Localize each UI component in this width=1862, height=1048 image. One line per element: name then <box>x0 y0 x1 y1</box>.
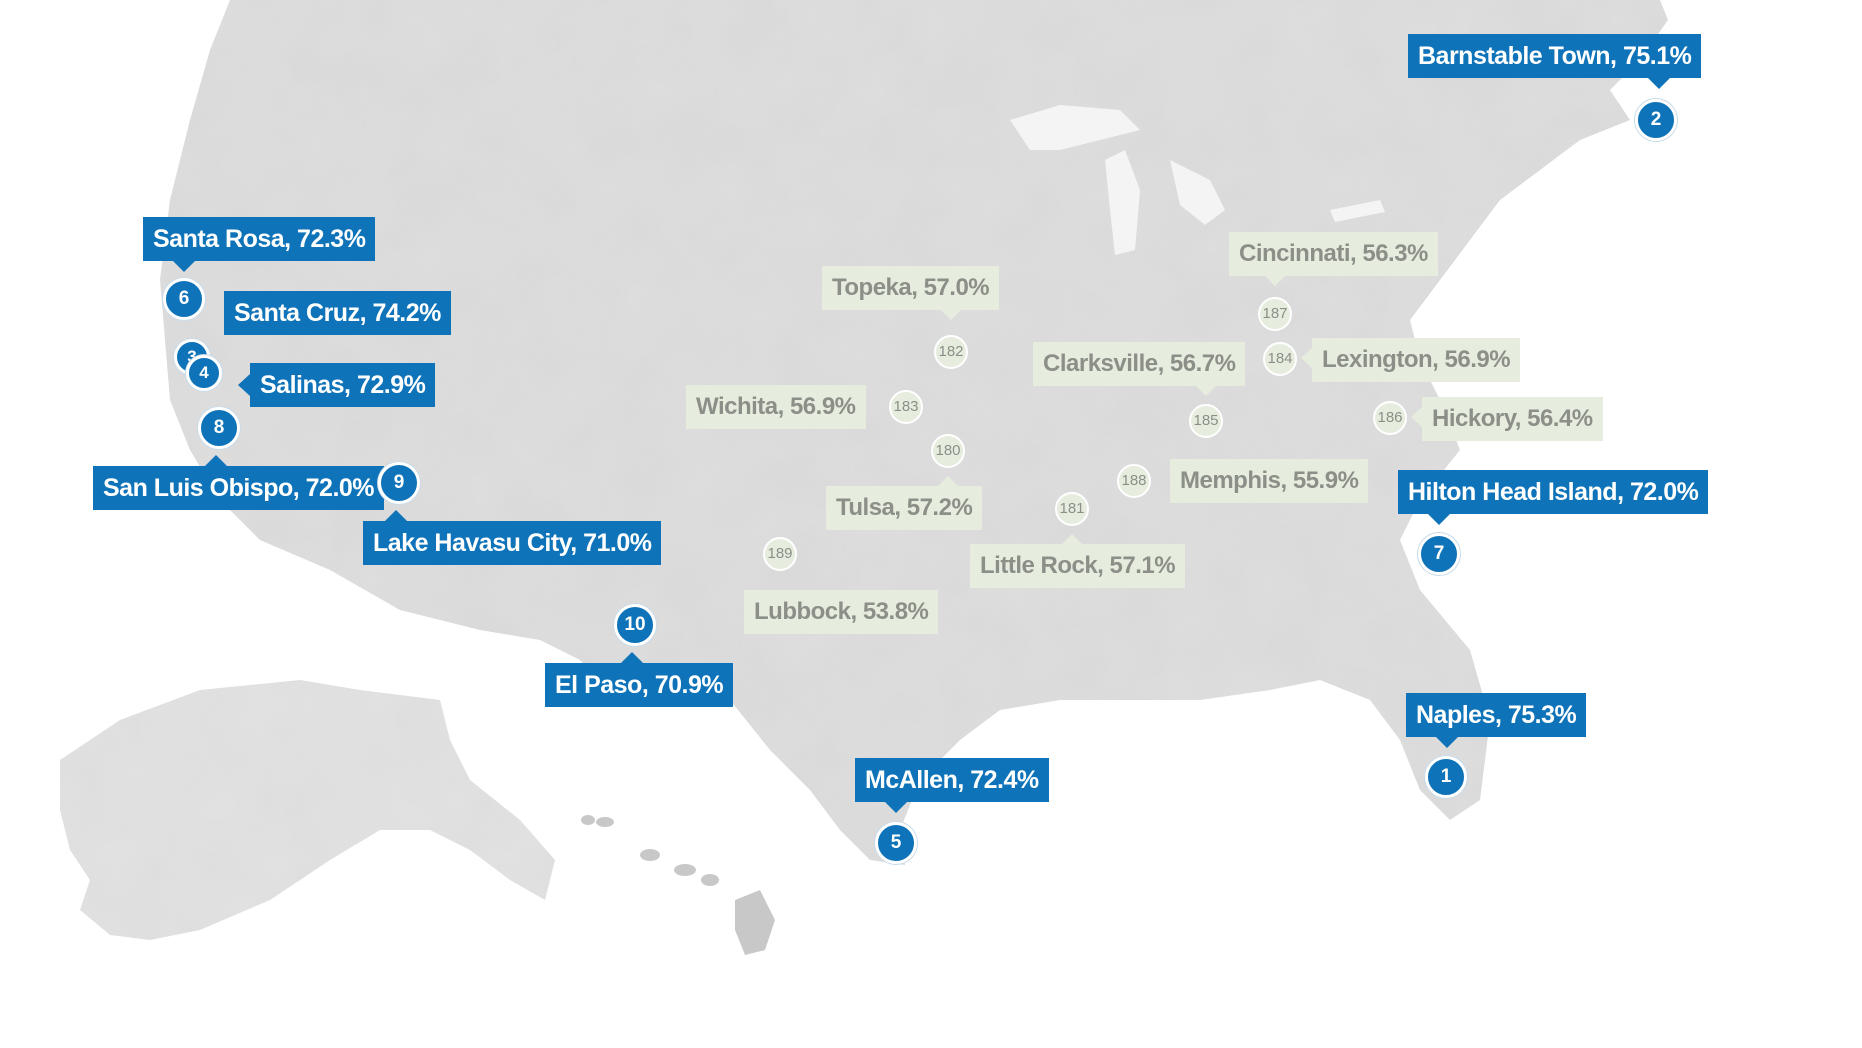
city-label-lake-havasu-city: Lake Havasu City, 71.0% <box>363 521 662 565</box>
rank-pin-182[interactable]: 182 <box>934 335 968 369</box>
city-label-lubbock: Lubbock, 53.8% <box>744 590 939 634</box>
callout-pointer <box>173 261 195 272</box>
rank-pin-8[interactable]: 8 <box>198 407 240 449</box>
city-label-hilton-head-island: Hilton Head Island, 72.0% <box>1398 470 1709 514</box>
rank-pin-180[interactable]: 180 <box>931 434 965 468</box>
rank-pin-5[interactable]: 5 <box>875 822 917 864</box>
rank-pin-4[interactable]: 4 <box>186 355 222 391</box>
city-label-little-rock: Little Rock, 57.1% <box>970 544 1186 588</box>
rank-pin-6[interactable]: 6 <box>163 278 205 320</box>
city-label-tulsa: Tulsa, 57.2% <box>826 486 983 530</box>
city-label-hickory: Hickory, 56.4% <box>1422 397 1603 441</box>
callout-pointer <box>1301 348 1312 368</box>
city-label-san-luis-obispo: San Luis Obispo, 72.0% <box>93 466 385 510</box>
callout-pointer <box>238 374 250 396</box>
city-label-cincinnati: Cincinnati, 56.3% <box>1229 232 1438 276</box>
rank-pin-7[interactable]: 7 <box>1418 533 1460 575</box>
rank-pin-184[interactable]: 184 <box>1263 342 1297 376</box>
rank-pin-2[interactable]: 2 <box>1635 99 1677 141</box>
callout-pointer <box>941 310 961 320</box>
callout-pointer <box>1265 276 1285 286</box>
callout-pointer <box>1436 737 1458 748</box>
callout-pointer <box>938 476 958 486</box>
alaska <box>60 680 555 940</box>
city-label-naples: Naples, 75.3% <box>1406 693 1587 737</box>
callout-pointer <box>885 802 907 813</box>
callout-pointer <box>205 455 227 466</box>
rank-pin-185[interactable]: 185 <box>1189 404 1223 438</box>
rank-pin-1[interactable]: 1 <box>1425 756 1467 798</box>
callout-pointer <box>1062 534 1082 544</box>
callout-pointer <box>1411 407 1422 427</box>
callout-pointer <box>1196 386 1216 396</box>
city-label-topeka: Topeka, 57.0% <box>822 266 1000 310</box>
rank-pin-9[interactable]: 9 <box>378 462 420 504</box>
hawaii <box>581 815 775 955</box>
city-label-salinas: Salinas, 72.9% <box>250 363 436 407</box>
rank-pin-183[interactable]: 183 <box>889 390 923 424</box>
city-label-memphis: Memphis, 55.9% <box>1170 459 1369 503</box>
rank-pin-181[interactable]: 181 <box>1055 492 1089 526</box>
city-label-mcallen: McAllen, 72.4% <box>855 758 1049 802</box>
callout-pointer <box>621 652 643 663</box>
callout-pointer <box>385 510 407 521</box>
city-label-santa-rosa: Santa Rosa, 72.3% <box>143 217 376 261</box>
city-label-el-paso: El Paso, 70.9% <box>545 663 734 707</box>
city-label-santa-cruz: Santa Cruz, 74.2% <box>224 291 451 335</box>
rank-pin-189[interactable]: 189 <box>763 537 797 571</box>
rank-pin-187[interactable]: 187 <box>1258 297 1292 331</box>
city-label-lexington: Lexington, 56.9% <box>1312 338 1521 382</box>
rank-pin-186[interactable]: 186 <box>1373 401 1407 435</box>
city-label-wichita: Wichita, 56.9% <box>686 385 866 429</box>
rank-pin-188[interactable]: 188 <box>1117 464 1151 498</box>
city-label-barnstable-town: Barnstable Town, 75.1% <box>1408 34 1702 78</box>
callout-pointer <box>1648 78 1670 89</box>
city-label-clarksville: Clarksville, 56.7% <box>1033 342 1246 386</box>
rank-pin-10[interactable]: 10 <box>614 604 656 646</box>
contiguous-us <box>160 0 1668 865</box>
callout-pointer <box>1428 514 1450 525</box>
